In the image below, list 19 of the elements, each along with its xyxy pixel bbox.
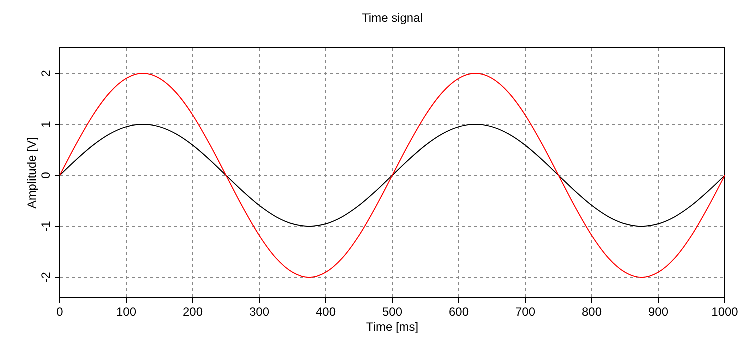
x-tick-label: 400 xyxy=(316,305,336,319)
x-tick-label: 300 xyxy=(249,305,270,319)
x-tick-label: 100 xyxy=(116,305,137,319)
x-tick-label: 200 xyxy=(182,305,204,319)
y-tick-label: -1 xyxy=(39,220,53,232)
x-tick-label: 500 xyxy=(382,305,403,319)
x-tick-label: 600 xyxy=(448,305,470,319)
x-tick-label: 0 xyxy=(56,305,64,319)
chart-title: Time signal xyxy=(362,11,423,25)
y-tick-label: 2 xyxy=(39,70,53,77)
y-tick-label: 0 xyxy=(39,172,53,179)
y-tick-label: 1 xyxy=(39,120,53,128)
x-tick-label: 700 xyxy=(515,305,536,319)
y-tick-label: -2 xyxy=(39,272,53,283)
x-axis-title: Time [ms] xyxy=(366,320,419,334)
x-tick-label: 800 xyxy=(582,305,602,319)
x-tick-label: 1000 xyxy=(712,305,739,319)
x-tick-label: 900 xyxy=(648,305,669,319)
y-axis-title: Amplitude [V] xyxy=(25,137,39,209)
